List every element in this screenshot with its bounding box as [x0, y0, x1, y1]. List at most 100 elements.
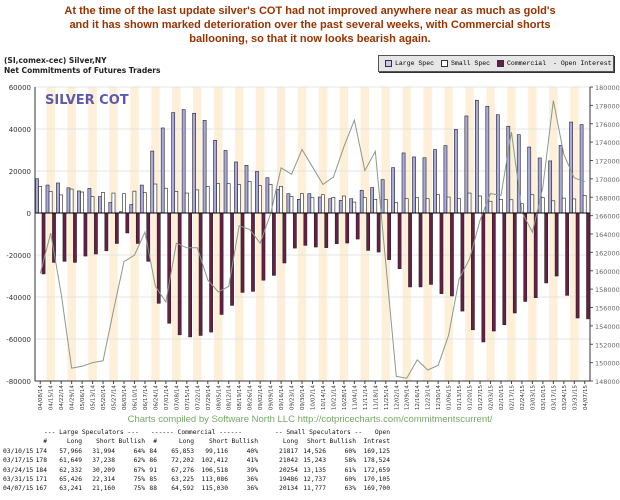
table-cell: 86 — [149, 457, 157, 465]
large-spec-bar — [150, 150, 155, 214]
x-tick-label: 10/28/14 — [342, 385, 348, 411]
large-spec-swatch-icon — [385, 59, 392, 67]
week-stripe — [507, 87, 516, 381]
commercial-bar — [345, 212, 350, 244]
commercial-bar — [544, 212, 549, 284]
small-spec-bar — [216, 183, 221, 214]
table-cell: 172,659 — [363, 466, 390, 474]
small-spec-bar — [184, 192, 189, 214]
table-cell: 62% — [133, 457, 145, 465]
x-tick-label: 04/07/15 — [583, 385, 589, 411]
table-column-header: Long — [178, 438, 194, 445]
large-spec-bar — [160, 127, 165, 214]
commercial-bar — [83, 212, 88, 257]
x-tick-label: 01/27/15 — [478, 385, 484, 411]
week-stripe — [444, 87, 453, 381]
large-spec-bar — [349, 198, 354, 214]
large-spec-bar — [286, 193, 291, 214]
large-spec-bar — [66, 187, 71, 214]
table-cell: 64% — [133, 448, 145, 455]
table-cell: 20134 — [279, 485, 298, 493]
table-cell: 84 — [149, 448, 157, 455]
week-stripe — [339, 87, 349, 381]
week-stripe — [130, 87, 139, 381]
small-spec-bar — [38, 186, 42, 214]
small-spec-bar — [132, 190, 137, 214]
table-cell: 19486 — [279, 475, 298, 483]
table-cell: 88 — [149, 485, 157, 493]
table-cell: 14,526 — [303, 448, 326, 455]
commercial-bar — [324, 212, 329, 248]
x-tick-label: 09/16/14 — [279, 385, 285, 411]
week-stripe — [88, 87, 97, 381]
large-spec-bar — [391, 167, 395, 214]
week-stripe — [465, 87, 474, 381]
large-spec-bar — [139, 184, 144, 214]
x-tick-label: 07/08/14 — [174, 385, 180, 411]
small-spec-bar — [258, 185, 262, 214]
commercial-bar — [251, 212, 255, 292]
x-tick-label: 08/05/14 — [216, 385, 222, 411]
x-tick-label: 05/13/14 — [91, 385, 97, 411]
large-spec-bar — [56, 182, 60, 214]
commercial-bar — [586, 212, 590, 320]
table-cell: 21042 — [279, 457, 298, 465]
table-cell: 75% — [133, 485, 145, 493]
table-cell: 11,777 — [303, 485, 326, 493]
x-tick-label: 06/17/14 — [143, 385, 149, 411]
small-spec-bar — [582, 195, 587, 214]
commercial-bar — [355, 212, 360, 240]
cot-bar-chart: 60000 40000 20000 0 -20000 -40000 -60000 -80000… — [6, 84, 620, 411]
commercial-bar — [460, 212, 465, 312]
large-spec-bar — [527, 146, 532, 214]
small-spec-bar — [247, 181, 252, 214]
x-tick-label: 11/25/14 — [384, 385, 390, 411]
large-spec-bar — [370, 187, 374, 214]
commercial-bar — [387, 212, 391, 260]
small-spec-bar — [425, 198, 430, 214]
small-spec-bar — [488, 200, 493, 214]
small-spec-bar — [143, 192, 147, 214]
large-spec-bar — [317, 196, 322, 214]
week-stripe — [297, 87, 307, 381]
commercial-bar — [303, 212, 308, 246]
y-left-tick-label: 40000 — [9, 126, 31, 134]
large-spec-bar — [579, 124, 584, 214]
week-stripe — [172, 87, 181, 381]
chart-title: SILVER COT — [45, 93, 129, 108]
table-cell: 99,116 — [205, 448, 228, 455]
y-right-tick-label: 160000 — [595, 268, 620, 276]
table-cell: 72,202 — [171, 457, 194, 465]
x-tick-label: 10/21/14 — [331, 385, 337, 411]
small-spec-bar — [111, 192, 116, 214]
commercial-bar — [429, 212, 433, 285]
chart-source-label: (SI,comex-cec) Silver,NY — [4, 56, 107, 65]
commercial-bar — [272, 212, 276, 276]
week-stripe — [528, 87, 537, 381]
small-spec-bar — [195, 189, 200, 214]
table-cell: 169,700 — [363, 485, 390, 493]
table-cell: 64,592 — [171, 485, 194, 493]
x-tick-label: 06/24/14 — [153, 385, 159, 411]
commercial-bar — [575, 212, 580, 319]
small-spec-bar — [289, 196, 294, 214]
commercial-bar — [502, 212, 507, 326]
x-tick-label: 03/24/15 — [562, 385, 568, 411]
table-cell: 57,966 — [59, 448, 82, 455]
table-cell: 40% — [246, 448, 258, 455]
large-spec-bar — [98, 196, 102, 214]
table-cell: 37,238 — [92, 457, 115, 465]
commercial-bar — [439, 212, 444, 294]
commercial-bar — [115, 212, 119, 244]
small-spec-bar — [101, 192, 105, 214]
table-row-date: 03/24/15 — [3, 466, 34, 474]
commercial-bar — [334, 212, 339, 244]
x-tick-label: 08/26/14 — [248, 385, 254, 411]
commercial-bar — [554, 212, 559, 277]
commercial-bar — [188, 212, 193, 338]
week-stripe — [402, 87, 411, 381]
y-right-tick-label: 158000 — [595, 286, 620, 294]
x-tick-label: 12/23/14 — [426, 385, 432, 411]
table-cell: 178 — [35, 457, 47, 465]
table-column-header: Short — [96, 438, 115, 445]
